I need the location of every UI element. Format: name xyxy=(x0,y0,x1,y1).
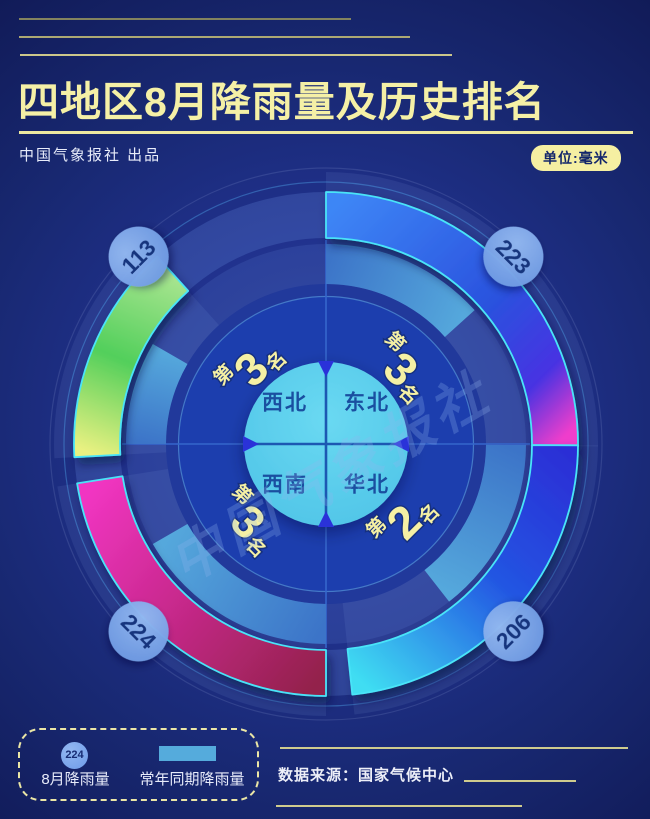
legend-box xyxy=(18,728,259,801)
region-name-3: 西北 xyxy=(262,391,308,414)
value-badge-0: 223 xyxy=(483,226,544,287)
decor-line-3 xyxy=(20,54,452,56)
normal-rain-arc-0 xyxy=(326,244,475,337)
normal-rain-arc-3 xyxy=(126,344,188,444)
quadrant-marker-triangle xyxy=(318,361,334,377)
quadrant-marker-triangle xyxy=(243,436,259,452)
page-title: 四地区8月降雨量及历史排名 xyxy=(18,79,546,125)
source-decor-line-side xyxy=(464,780,576,782)
source-decor-line-bottom xyxy=(276,805,522,807)
aug-rain-arc-2 xyxy=(76,475,327,697)
legend-normal-label: 常年同期降雨量 xyxy=(139,771,245,788)
title-underline xyxy=(19,131,633,134)
legend-aug-marker: 224 xyxy=(61,742,88,769)
outer-guide-circle-1 xyxy=(63,181,589,707)
source-decor-line-top xyxy=(280,747,628,749)
legend-aug-label: 8月降雨量 xyxy=(41,771,110,788)
legend-normal-marker xyxy=(159,746,216,761)
value-badge-3: 113 xyxy=(108,226,169,287)
normal-rain-arc-1 xyxy=(424,444,526,602)
region-name-1: 华北 xyxy=(344,473,390,497)
region-name-2: 西南 xyxy=(262,473,308,497)
value-badge-2: 224 xyxy=(108,601,169,662)
aug-rain-arc-1 xyxy=(346,444,579,696)
center-disc xyxy=(243,361,409,527)
aug-rain-arc-3 xyxy=(73,255,190,459)
unit-badge: 单位:毫米 xyxy=(531,145,621,171)
outer-guide-circle-2 xyxy=(49,167,603,721)
decor-line-1 xyxy=(19,18,351,20)
value-badge-1: 206 xyxy=(483,601,544,662)
region-name-0: 东北 xyxy=(344,390,390,414)
quadrant-marker-triangle xyxy=(318,511,334,527)
decor-line-2 xyxy=(19,36,410,38)
quadrant-marker-triangle xyxy=(393,436,409,452)
normal-rain-arc-2 xyxy=(152,524,326,644)
publisher-credit: 中国气象报社 出品 xyxy=(19,147,162,164)
data-source: 数据来源：国家气候中心 xyxy=(278,767,455,784)
